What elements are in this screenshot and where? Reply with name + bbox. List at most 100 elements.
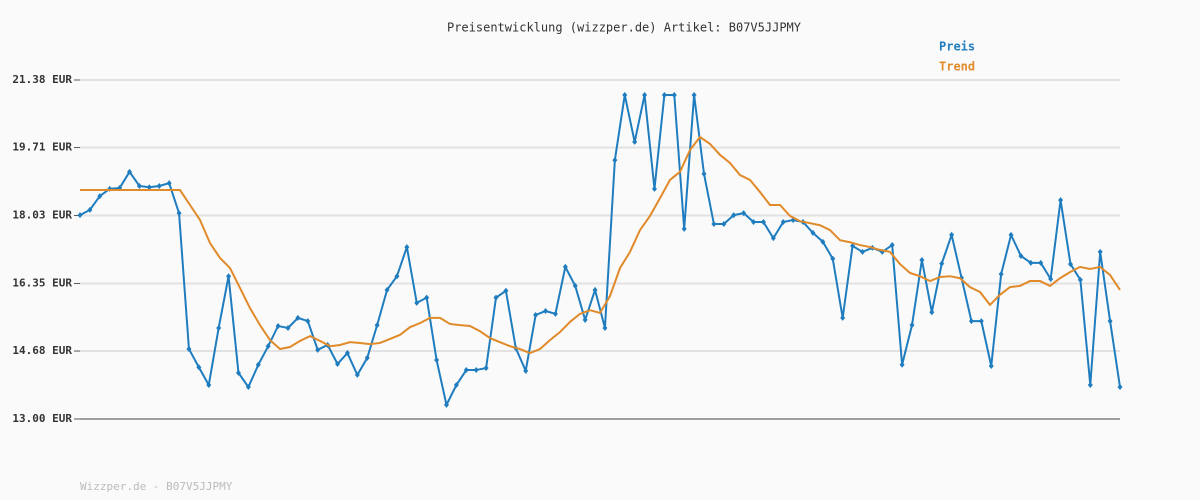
data-point bbox=[394, 273, 400, 280]
data-point bbox=[651, 185, 657, 192]
data-point bbox=[166, 180, 172, 187]
y-tick-label: 19.71 EUR bbox=[12, 141, 72, 154]
data-point bbox=[443, 401, 449, 408]
data-point bbox=[562, 263, 568, 270]
data-point bbox=[661, 91, 667, 98]
data-point bbox=[622, 91, 628, 98]
data-point bbox=[582, 316, 588, 323]
data-point bbox=[998, 271, 1004, 278]
data-point bbox=[414, 299, 420, 306]
legend-entry: Trend bbox=[939, 60, 975, 74]
legend-entry: Preis bbox=[939, 40, 975, 54]
data-point bbox=[1117, 384, 1123, 391]
data-point bbox=[453, 382, 459, 389]
data-point bbox=[691, 91, 697, 98]
data-point bbox=[503, 287, 509, 294]
data-point bbox=[671, 91, 677, 98]
series-line bbox=[80, 135, 1121, 355]
data-point bbox=[463, 367, 469, 374]
data-point bbox=[523, 367, 529, 374]
data-point bbox=[988, 363, 994, 370]
data-point bbox=[186, 346, 192, 353]
data-point bbox=[760, 218, 766, 225]
data-point bbox=[552, 310, 558, 317]
data-point bbox=[1018, 252, 1024, 259]
data-point bbox=[1038, 259, 1044, 266]
data-point bbox=[226, 273, 232, 280]
data-point bbox=[315, 346, 321, 353]
y-tick-label: 13.00 EUR bbox=[12, 412, 72, 425]
data-point bbox=[493, 294, 499, 301]
data-point bbox=[127, 168, 133, 175]
data-point bbox=[77, 212, 83, 219]
data-point bbox=[533, 312, 539, 319]
data-point bbox=[859, 248, 865, 255]
data-point bbox=[176, 210, 182, 217]
data-point bbox=[424, 294, 430, 301]
data-point bbox=[612, 157, 618, 164]
data-point bbox=[97, 193, 103, 200]
data-point bbox=[711, 221, 717, 228]
data-point bbox=[483, 365, 489, 372]
data-point bbox=[731, 212, 737, 219]
data-point bbox=[830, 255, 836, 262]
data-point bbox=[572, 282, 578, 289]
data-point bbox=[434, 356, 440, 363]
footer: Wizzper.de - B07V5JJPMY bbox=[80, 480, 233, 493]
data-point bbox=[216, 324, 222, 331]
chart-title: Preisentwicklung (wizzper.de) Artikel: B… bbox=[447, 21, 802, 35]
data-point bbox=[255, 361, 261, 368]
data-point bbox=[721, 221, 727, 228]
data-point bbox=[681, 225, 687, 232]
data-point bbox=[949, 231, 955, 238]
data-point bbox=[146, 184, 152, 191]
data-point bbox=[770, 235, 776, 242]
data-point bbox=[850, 242, 856, 249]
data-point bbox=[909, 322, 915, 329]
data-point bbox=[642, 91, 648, 98]
data-point bbox=[701, 170, 707, 177]
data-point bbox=[602, 324, 608, 331]
data-point bbox=[404, 244, 410, 251]
data-point bbox=[275, 322, 281, 329]
data-point bbox=[384, 286, 390, 293]
data-point bbox=[156, 182, 162, 189]
data-point bbox=[295, 314, 301, 321]
y-tick-label: 14.68 EUR bbox=[12, 344, 72, 357]
data-point bbox=[1107, 318, 1113, 325]
data-point bbox=[820, 238, 826, 245]
data-point bbox=[87, 206, 93, 213]
data-point bbox=[1077, 276, 1083, 283]
data-point bbox=[1097, 248, 1103, 255]
data-point bbox=[632, 138, 638, 145]
data-point bbox=[1058, 197, 1064, 204]
data-point bbox=[780, 218, 786, 225]
data-point bbox=[196, 364, 202, 371]
series-line bbox=[79, 93, 1121, 408]
data-point bbox=[265, 343, 271, 350]
data-point bbox=[335, 360, 341, 367]
data-point bbox=[919, 257, 925, 264]
data-point bbox=[206, 382, 212, 389]
data-point bbox=[374, 322, 380, 329]
data-point bbox=[840, 314, 846, 321]
y-tick-label: 18.03 EUR bbox=[12, 209, 72, 222]
y-tick-label: 21.38 EUR bbox=[12, 73, 72, 86]
data-point bbox=[978, 318, 984, 325]
data-point bbox=[592, 286, 598, 293]
data-point bbox=[929, 309, 935, 316]
data-point bbox=[344, 350, 350, 357]
data-point bbox=[1067, 261, 1073, 268]
data-point bbox=[136, 182, 142, 189]
data-point bbox=[1087, 382, 1093, 389]
data-point bbox=[354, 371, 360, 378]
data-point bbox=[473, 367, 479, 374]
data-point bbox=[751, 218, 757, 225]
data-point bbox=[1048, 276, 1054, 283]
plot-area: 13.00 EUR 14.68 EUR 16.35 EUR 18.03 EUR 19.7… bbox=[12, 40, 1123, 425]
data-point bbox=[245, 384, 251, 391]
data-point bbox=[810, 229, 816, 236]
data-point bbox=[939, 260, 945, 267]
